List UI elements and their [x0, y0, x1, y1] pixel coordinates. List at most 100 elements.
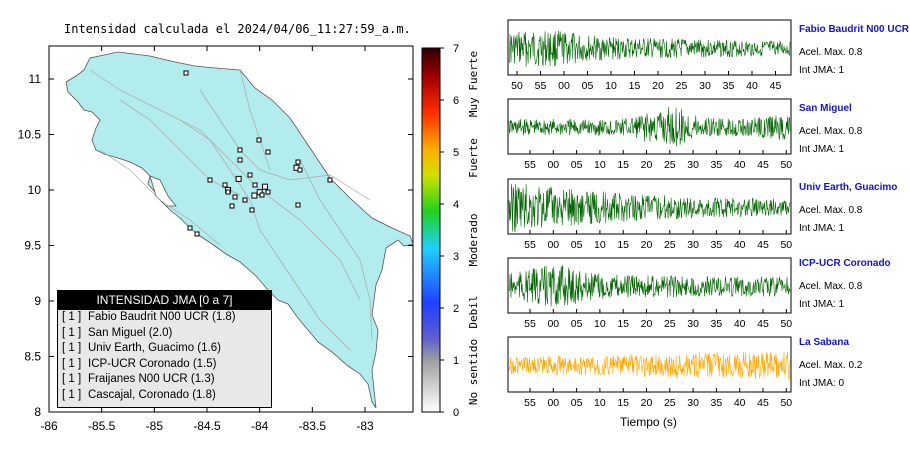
station-marker [242, 197, 248, 203]
svg-text:No sentido: No sentido [467, 339, 480, 405]
station-marker [237, 157, 243, 163]
station-jma-intensity: Int JMA: 1 [799, 65, 845, 76]
legend-row: [ 1 ] Fraijanes N00 UCR (1.3) [58, 372, 271, 388]
station-marker [295, 159, 301, 165]
station-marker [194, 231, 200, 237]
legend-row: [ 1 ] Fabio Baudrit N00 UCR (1.8) [58, 310, 271, 326]
map-axes: -86 -85.5 -85 -84.5 -84 -83.5 -83 11 10.5 10 9.5 9 8… [18, 46, 413, 433]
road-network [89, 69, 373, 351]
legend-title: INTENSIDAD JMA [0 a 7] [58, 291, 271, 310]
legend-row-level: [ 1 ] [62, 342, 82, 354]
map-ytick-label: 11 [29, 72, 42, 86]
map-xtick-label: -85.5 [88, 419, 116, 433]
map-ytick-label: 8 [34, 405, 41, 419]
station-jma-intensity: Int JMA: 1 [799, 223, 845, 234]
legend-row: [ 1 ] ICP-UCR Coronado (1.5) [58, 357, 271, 373]
station-name: La Sabana [799, 337, 850, 348]
map-xtick-label: -83.5 [299, 419, 327, 433]
svg-text:Muy Fuerte: Muy Fuerte [467, 51, 480, 117]
colorbar-class-label: Debil [467, 295, 480, 328]
station-name: San Miguel [799, 103, 852, 114]
station-marker [235, 175, 242, 182]
costa-rica-land [65, 51, 414, 409]
station-marker [327, 177, 333, 183]
colorbar-tick-label: 4 [453, 199, 459, 211]
colorbar [421, 47, 441, 413]
station-info: Univ Earth, Guacimo Acel. Max. 0.8 Int JMA… [799, 182, 897, 234]
station-peak-accel: Acel. Max. 0.8 [799, 205, 863, 216]
station-marker [251, 192, 258, 199]
intensity-legend: INTENSIDAD JMA [0 a 7] [ 1 ] Fabio Baudri… [57, 290, 272, 408]
station-marker [187, 225, 193, 231]
legend-row: [ 1 ] San Miguel (2.0) [58, 326, 271, 342]
map-xtick-label: -84 [251, 419, 269, 433]
legend-row-text: Cascajal, Coronado (1.8) [88, 388, 216, 401]
colorbar-class-label: Fuerte [467, 138, 480, 178]
svg-text:Fuerte: Fuerte [467, 138, 480, 178]
legend-row-text: ICP-UCR Coronado (1.5) [88, 357, 217, 370]
legend-row-level: [ 1 ] [62, 388, 82, 401]
legend-row-text: Fabio Baudrit N00 UCR (1.8) [88, 311, 236, 323]
station-marker [237, 147, 243, 153]
map-xtick-label: -83 [356, 419, 374, 433]
svg-text:Moderado: Moderado [467, 214, 480, 267]
station-marker [249, 207, 255, 213]
legend-row-level: [ 1 ] [62, 357, 82, 370]
station-peak-accel: Acel. Max. 0.2 [799, 360, 863, 371]
legend-row-text: Univ Earth, Guacimo (1.6) [88, 342, 221, 354]
colorbar-tick-label: 3 [453, 251, 459, 263]
station-marker [225, 189, 231, 195]
station-marker [261, 183, 268, 190]
station-marker [252, 182, 258, 188]
map-xtick-label: -86 [40, 419, 58, 433]
map-ytick-label: 9.5 [24, 239, 41, 253]
waveform-xlabel: Tiempo (s) [620, 415, 677, 429]
station-info: San Miguel Acel. Max. 0.8 Int JMA: 1 [799, 103, 862, 155]
legend-rows: [ 1 ] Fabio Baudrit N00 UCR (1.8) [ 1 ] San… [58, 310, 271, 403]
station-info: Fabio Baudrit N00 UCR Acel. Max. 0.8 Int J… [799, 24, 909, 76]
legend-row: [ 1 ] Cascajal, Coronado (1.8) [58, 388, 271, 404]
station-name: Fabio Baudrit N00 UCR [799, 24, 910, 35]
colorbar-class-label: Moderado [467, 214, 480, 267]
station-peak-accel: Acel. Max. 0.8 [799, 47, 863, 58]
station-name: ICP-UCR Coronado [799, 258, 891, 269]
legend-row-text: San Miguel (2.0) [88, 326, 173, 339]
legend-row: [ 1 ] Univ Earth, Guacimo (1.6) [58, 341, 271, 357]
station-jma-intensity: Int JMA: 1 [799, 299, 845, 310]
station-peak-accel: Acel. Max. 0.8 [799, 126, 863, 137]
station-marker [229, 203, 235, 209]
station-marker [207, 177, 213, 183]
colorbar-tick-label: 5 [453, 147, 459, 159]
map-xtick-label: -84.5 [193, 419, 221, 433]
map-ytick-label: 10 [28, 183, 42, 197]
station-marker [265, 189, 271, 195]
map-ytick-label: 8.5 [24, 350, 41, 364]
legend-row-text: Fraijanes N00 UCR (1.3) [88, 373, 215, 385]
legend-row-level: [ 1 ] [62, 311, 82, 323]
colorbar-tick-label: 6 [453, 95, 459, 107]
legend-row-level: [ 1 ] [62, 373, 82, 385]
map-ytick-label: 9 [34, 294, 41, 308]
station-marker [183, 70, 189, 76]
station-marker [256, 137, 262, 143]
colorbar-axis: 0 1 2 3 4 5 6 7 No sentido Debil Moderado Fuerte Muy… [440, 43, 480, 419]
colorbar-class-label: Muy Fuerte [467, 51, 480, 117]
station-peak-accel: Acel. Max. 0.8 [799, 281, 863, 292]
colorbar-tick-label: 2 [453, 303, 459, 315]
station-jma-intensity: Int JMA: 0 [799, 378, 845, 389]
station-marker [232, 194, 238, 200]
station-name: Univ Earth, Guacimo [799, 182, 898, 193]
map-title: Intensidad calculada el 2024/04/06_11:27… [64, 22, 411, 36]
colorbar-class-label: No sentido [467, 339, 480, 405]
station-info: ICP-UCR Coronado Acel. Max. 0.8 Int JMA: 1 [799, 258, 891, 310]
colorbar-tick-label: 0 [453, 407, 459, 419]
station-marker [297, 167, 303, 173]
station-markers [183, 70, 333, 237]
colorbar-tick-label: 1 [453, 355, 459, 367]
station-marker [265, 149, 271, 155]
svg-text:Debil: Debil [467, 295, 480, 328]
station-jma-intensity: Int JMA: 1 [799, 144, 845, 155]
station-marker [295, 202, 301, 208]
legend-row-level: [ 1 ] [62, 326, 82, 339]
colorbar-tick-label: 7 [453, 43, 459, 55]
